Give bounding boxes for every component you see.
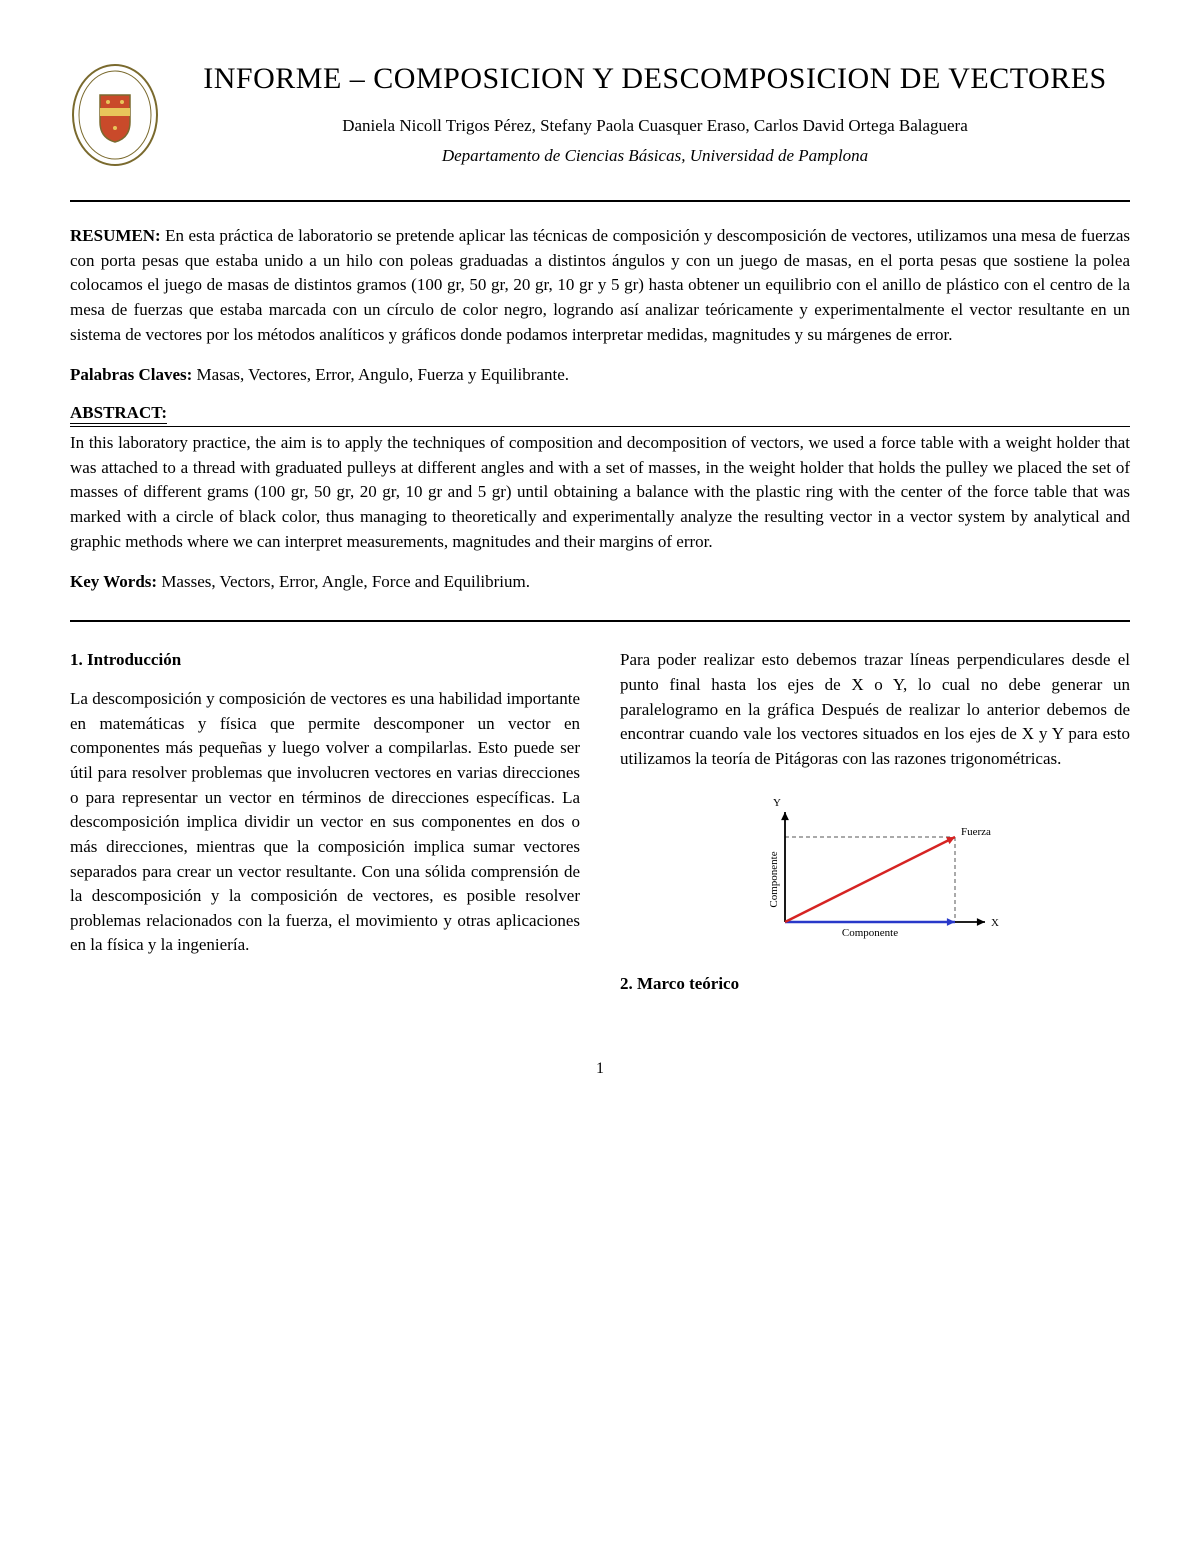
abstract-label: ABSTRACT: <box>70 403 167 424</box>
palabras-text: Masas, Vectores, Error, Angulo, Fuerza y… <box>192 365 569 384</box>
abstract-heading-wrap: ABSTRACT: <box>70 403 1130 426</box>
column-right: Para poder realizar esto debemos trazar … <box>620 648 1130 1010</box>
palabras-claves: Palabras Claves: Masas, Vectores, Error,… <box>70 365 1130 385</box>
resumen-label: RESUMEN: <box>70 226 161 245</box>
svg-text:Componente: Componente <box>842 927 898 939</box>
svg-text:Componente: Componente <box>768 851 780 907</box>
body-columns: 1. Introducción La descomposición y comp… <box>70 648 1130 1010</box>
title-block: INFORME – COMPOSICION Y DESCOMPOSICION D… <box>180 60 1130 166</box>
resumen-block: RESUMEN: En esta práctica de laboratorio… <box>70 224 1130 347</box>
section-2-heading: 2. Marco teórico <box>620 972 1130 997</box>
keywords-text: Masses, Vectors, Error, Angle, Force and… <box>157 572 530 591</box>
section-1-heading: 1. Introducción <box>70 648 580 673</box>
palabras-label: Palabras Claves: <box>70 365 192 384</box>
department: Departamento de Ciencias Básicas, Univer… <box>180 146 1130 166</box>
document-title: INFORME – COMPOSICION Y DESCOMPOSICION D… <box>180 60 1130 98</box>
divider-top <box>70 200 1130 202</box>
column-left: 1. Introducción La descomposición y comp… <box>70 648 580 1010</box>
abstract-underline <box>70 426 1130 427</box>
divider-bottom <box>70 620 1130 622</box>
svg-text:Y: Y <box>773 797 781 809</box>
header: INFORME – COMPOSICION Y DESCOMPOSICION D… <box>70 60 1130 170</box>
key-words: Key Words: Masses, Vectors, Error, Angle… <box>70 572 1130 592</box>
vector-diagram: Y X Fuerza Componente Componente <box>735 792 1015 952</box>
abstract-text: In this laboratory practice, the aim is … <box>70 431 1130 554</box>
svg-text:X: X <box>991 917 999 929</box>
page-number: 1 <box>70 1060 1130 1078</box>
resumen-text: En esta práctica de laboratorio se prete… <box>70 226 1130 344</box>
svg-text:Fuerza: Fuerza <box>961 826 991 838</box>
section-1-para-1: La descomposición y composición de vecto… <box>70 687 580 958</box>
authors: Daniela Nicoll Trigos Pérez, Stefany Pao… <box>180 116 1130 136</box>
col2-para-1: Para poder realizar esto debemos trazar … <box>620 648 1130 771</box>
university-logo <box>70 60 160 170</box>
keywords-label: Key Words: <box>70 572 157 591</box>
